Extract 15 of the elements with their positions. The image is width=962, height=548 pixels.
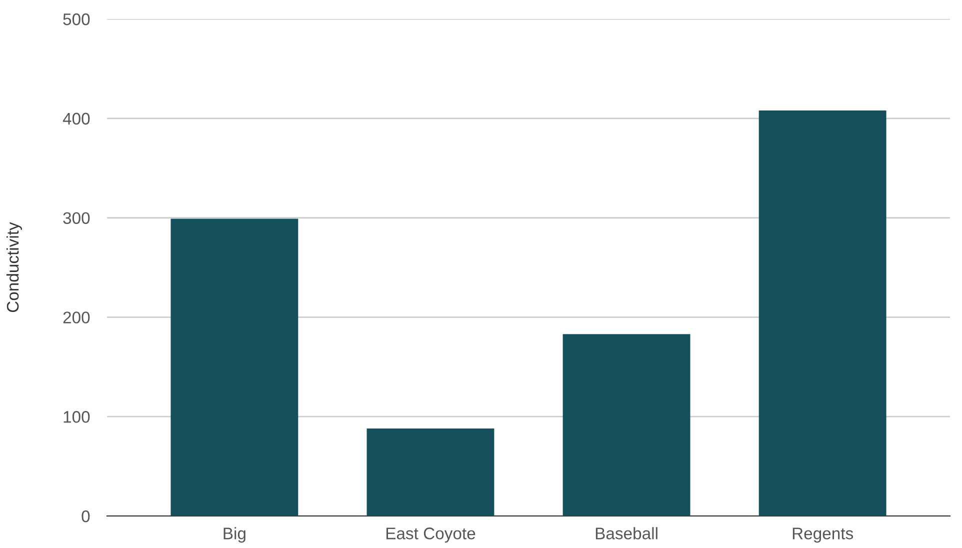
bar bbox=[562, 334, 690, 516]
bar bbox=[170, 218, 298, 516]
x-tick-label: Big bbox=[224, 527, 246, 543]
bar bbox=[758, 110, 886, 516]
x-tick-label: Baseball bbox=[596, 527, 658, 540]
y-tick-label: 0 bbox=[82, 510, 90, 522]
x-tick-label: East Coyote bbox=[386, 528, 476, 543]
bar bbox=[366, 428, 494, 516]
y-tick-label: 500 bbox=[63, 13, 90, 26]
y-axis-title: Conductivity bbox=[6, 222, 22, 312]
y-tick-label: 400 bbox=[62, 112, 90, 125]
y-tick-label: 300 bbox=[63, 212, 90, 224]
x-tick-label: Regents bbox=[792, 528, 854, 543]
y-tick-label: 200 bbox=[63, 312, 90, 324]
y-tick-label: 100 bbox=[64, 411, 90, 423]
